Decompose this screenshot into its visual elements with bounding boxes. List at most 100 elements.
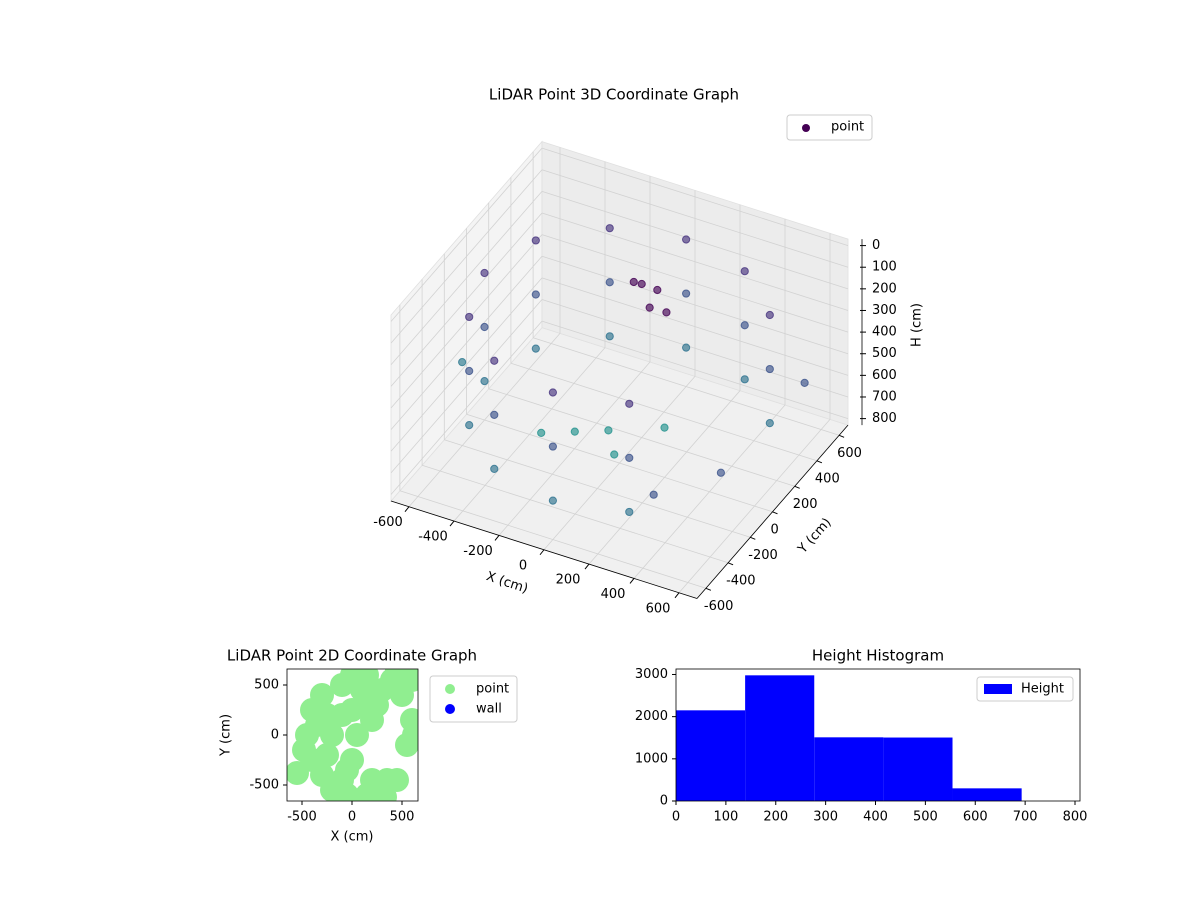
y-tick-label: -500 xyxy=(249,778,279,793)
point xyxy=(310,683,334,707)
y-tick xyxy=(727,562,734,566)
legend-swatch xyxy=(984,684,1012,694)
y-axis-label: Y (cm) xyxy=(219,714,234,757)
grid-line xyxy=(541,277,849,376)
point xyxy=(480,268,489,278)
y-tick-label: -200 xyxy=(748,548,778,563)
x-tick-label: 100 xyxy=(713,810,738,825)
y-tick-label: 200 xyxy=(793,497,818,512)
grid-line xyxy=(532,337,840,436)
y-tick xyxy=(705,587,712,591)
point xyxy=(465,420,474,430)
chart-title: Height Histogram xyxy=(812,647,944,665)
grid-line xyxy=(541,234,849,333)
point xyxy=(625,399,634,408)
y-axis-line xyxy=(696,424,849,599)
bar xyxy=(883,737,953,801)
z-tick-label: 500 xyxy=(872,346,897,361)
chart-2d: -500 0 500 -500 0 500 LiDAR Point 2D Coordinat… xyxy=(219,647,518,845)
chart-histogram: 0 100 200 300 400 500 600 700 800 0 1000 2000 3000 He… xyxy=(635,647,1088,825)
bar xyxy=(952,788,1022,801)
legend-marker xyxy=(445,704,455,714)
legend-label: point xyxy=(831,120,864,135)
points xyxy=(287,669,418,801)
point xyxy=(350,678,374,702)
grid-line xyxy=(390,169,543,344)
point xyxy=(385,669,409,682)
x-tick-label: 0 xyxy=(672,810,680,825)
x-tick xyxy=(629,578,635,584)
grid-line xyxy=(399,490,707,589)
point xyxy=(682,289,691,298)
point xyxy=(531,290,540,299)
x-tick-label: 700 xyxy=(1013,810,1038,825)
legend-box xyxy=(976,676,1074,702)
point xyxy=(765,310,774,320)
point xyxy=(625,507,634,517)
grid-line xyxy=(488,388,795,487)
point xyxy=(537,428,546,437)
point xyxy=(649,490,658,499)
point xyxy=(365,693,389,717)
point xyxy=(373,785,397,801)
chart-title: LiDAR Point 3D Coordinate Graph xyxy=(489,86,739,104)
grid-line xyxy=(390,147,543,322)
grid-line xyxy=(390,299,543,474)
y-tick-label: 600 xyxy=(837,446,862,461)
x-tick xyxy=(539,549,545,556)
z-tick-label: 100 xyxy=(872,260,897,275)
point xyxy=(662,308,671,317)
z-tick-label: 800 xyxy=(872,411,897,426)
point xyxy=(385,768,409,792)
x-tick-label: 500 xyxy=(913,810,938,825)
grid-line xyxy=(390,255,543,430)
point xyxy=(637,279,646,289)
point xyxy=(480,322,489,332)
x-tick-label: 0 xyxy=(519,558,527,573)
point xyxy=(570,427,579,436)
y-tick-label: 500 xyxy=(254,678,279,693)
x-tick-label: 600 xyxy=(963,810,988,825)
point xyxy=(548,442,557,451)
x-tick-label: 200 xyxy=(556,573,581,588)
plot-frame xyxy=(675,668,1081,802)
point xyxy=(287,761,309,785)
point xyxy=(330,703,354,727)
grid-line xyxy=(390,234,543,409)
point xyxy=(660,423,669,432)
x-tick xyxy=(449,520,455,527)
y-tick-label: 0 xyxy=(660,794,668,809)
legend-label: Height xyxy=(1021,682,1064,697)
y-tick-label: -400 xyxy=(726,573,756,588)
x-tick-label: 400 xyxy=(601,587,626,602)
point xyxy=(625,453,634,462)
point xyxy=(800,378,809,387)
x-tick xyxy=(404,506,410,513)
x-axis-label: X (cm) xyxy=(331,830,374,845)
x-tick-label: 200 xyxy=(763,810,788,825)
point xyxy=(355,783,379,801)
chart-3d: -600 -400 -200 0 200 400 600 -600 -400 -200 0 200 40… xyxy=(373,86,924,617)
point xyxy=(653,285,662,295)
point xyxy=(531,236,540,245)
x-tick-label: -500 xyxy=(287,810,317,825)
legend-marker xyxy=(802,124,810,132)
x-tick-label: 400 xyxy=(863,810,888,825)
point xyxy=(335,783,359,801)
point xyxy=(548,496,557,505)
x-tick xyxy=(674,592,680,599)
point xyxy=(716,468,725,477)
bar xyxy=(814,737,884,801)
y-tick-label: 0 xyxy=(271,728,279,743)
grid-line xyxy=(541,320,849,419)
z-tick-label: 0 xyxy=(872,238,880,253)
x-tick xyxy=(494,535,500,541)
point xyxy=(490,464,499,474)
z-tick-label: 600 xyxy=(872,368,897,383)
grid-line xyxy=(390,320,543,495)
point xyxy=(765,364,774,374)
x-tick-label: 0 xyxy=(348,810,356,825)
grid-line xyxy=(541,255,849,355)
grid-line xyxy=(466,413,773,513)
z-axis-label: H (cm) xyxy=(910,303,925,347)
